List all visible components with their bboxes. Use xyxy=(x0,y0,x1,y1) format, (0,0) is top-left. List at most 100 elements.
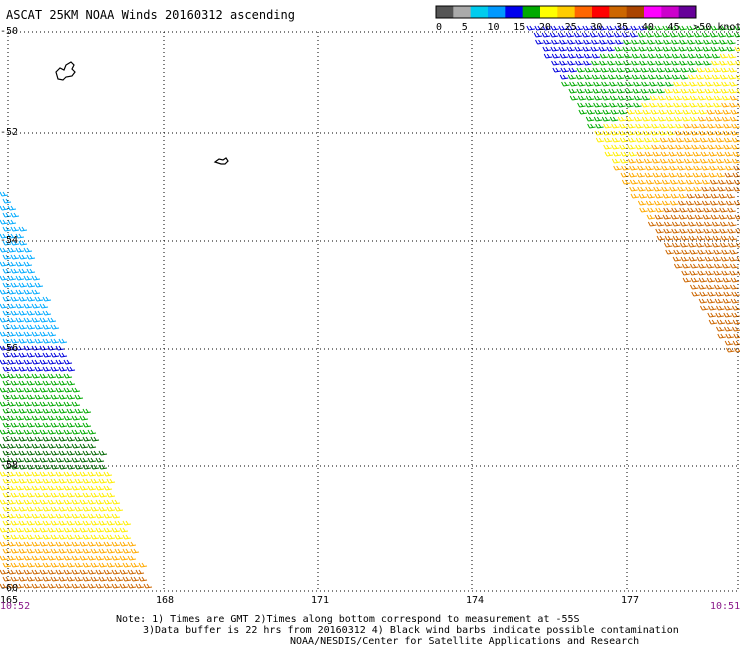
wind-barb xyxy=(698,130,708,136)
wind-barb xyxy=(58,436,68,442)
wind-barb xyxy=(82,506,92,512)
wind-barb xyxy=(600,88,609,94)
wind-barb xyxy=(624,67,633,73)
wind-barb xyxy=(718,193,728,199)
wind-barb xyxy=(637,200,647,206)
wind-barb xyxy=(687,39,696,45)
wind-barb xyxy=(619,137,629,143)
wind-barb xyxy=(0,191,9,197)
wind-barb xyxy=(688,67,697,73)
wind-barb xyxy=(709,186,718,192)
wind-barb xyxy=(7,219,17,225)
wind-barb xyxy=(66,520,76,526)
wind-barb xyxy=(42,338,52,344)
wind-barb xyxy=(724,326,733,332)
wind-barb xyxy=(727,207,736,213)
wind-barb xyxy=(10,366,20,372)
wind-barb xyxy=(713,284,723,290)
wind-barb xyxy=(74,562,84,568)
wind-barb xyxy=(71,555,81,561)
wind-barb xyxy=(731,312,740,318)
wind-barb xyxy=(23,247,33,253)
wind-barb xyxy=(542,25,551,31)
wind-barb xyxy=(31,541,41,547)
wind-barb xyxy=(567,39,576,45)
wind-barb xyxy=(114,520,124,526)
wind-barb xyxy=(687,221,697,227)
wind-barb xyxy=(119,541,129,547)
wind-barb xyxy=(659,123,668,129)
wind-barb xyxy=(717,179,727,185)
wind-barb xyxy=(114,534,124,540)
wind-barb xyxy=(701,179,711,185)
wind-barb xyxy=(18,240,28,246)
wind-barb xyxy=(730,277,740,283)
wind-barb xyxy=(50,506,60,512)
wind-barb xyxy=(10,520,20,526)
legend-label: 15 xyxy=(513,22,525,33)
wind-barb xyxy=(713,263,723,269)
wind-barb xyxy=(589,32,599,38)
wind-barb xyxy=(671,242,681,248)
wind-barb xyxy=(702,25,711,31)
wind-barb xyxy=(670,193,680,199)
wind-barb xyxy=(674,109,684,115)
wind-barb xyxy=(0,499,9,505)
wind-barb xyxy=(47,387,57,393)
wind-barb xyxy=(595,123,604,129)
wind-barb xyxy=(689,270,698,276)
wind-barb xyxy=(585,102,594,108)
wind-barb xyxy=(726,347,735,353)
wind-barb xyxy=(127,569,137,575)
wind-barb xyxy=(106,548,116,554)
wind-barb xyxy=(79,429,89,435)
wind-barb xyxy=(10,352,20,358)
wind-barb xyxy=(15,359,25,365)
wind-barb xyxy=(90,520,100,526)
wind-barb xyxy=(708,172,718,178)
wind-barb xyxy=(7,485,17,491)
wind-barb xyxy=(615,39,624,45)
wind-barb xyxy=(635,158,645,164)
legend-frame xyxy=(435,5,697,19)
wind-barb xyxy=(715,158,725,164)
wind-barb xyxy=(611,137,621,143)
wind-barb xyxy=(697,102,706,108)
wind-barb xyxy=(636,151,646,157)
wind-barb xyxy=(636,172,646,178)
wind-barb xyxy=(667,123,676,129)
wind-barb xyxy=(63,457,73,463)
wind-barb xyxy=(710,214,720,220)
wind-barb xyxy=(39,471,49,477)
wind-barb xyxy=(713,249,722,255)
wind-barb xyxy=(15,233,25,239)
wind-barb xyxy=(703,228,712,234)
wind-barb xyxy=(138,562,148,568)
wind-barb xyxy=(603,123,612,129)
wind-barb xyxy=(640,88,649,94)
wind-barb xyxy=(82,422,92,428)
wind-barb xyxy=(26,422,36,428)
wind-barb xyxy=(559,74,569,80)
wind-barb xyxy=(693,32,703,38)
wind-barb xyxy=(10,534,20,540)
wind-barb xyxy=(551,60,560,66)
wind-barb xyxy=(714,277,724,283)
wind-barb xyxy=(597,32,607,38)
wind-barb xyxy=(15,275,25,281)
wind-barb xyxy=(655,39,664,45)
wind-barb xyxy=(42,366,52,372)
wind-barb xyxy=(95,457,105,463)
wind-barb xyxy=(18,268,28,274)
wind-barb xyxy=(672,88,681,94)
wind-barb xyxy=(42,450,52,456)
wind-barb xyxy=(685,165,694,171)
wind-barb xyxy=(647,39,656,45)
wind-barb xyxy=(688,256,698,262)
wind-barb xyxy=(71,457,81,463)
wind-barb xyxy=(651,158,661,164)
wind-barb xyxy=(31,471,41,477)
wind-barb xyxy=(677,165,686,171)
wind-barb xyxy=(34,450,44,456)
wind-barb xyxy=(87,527,97,533)
